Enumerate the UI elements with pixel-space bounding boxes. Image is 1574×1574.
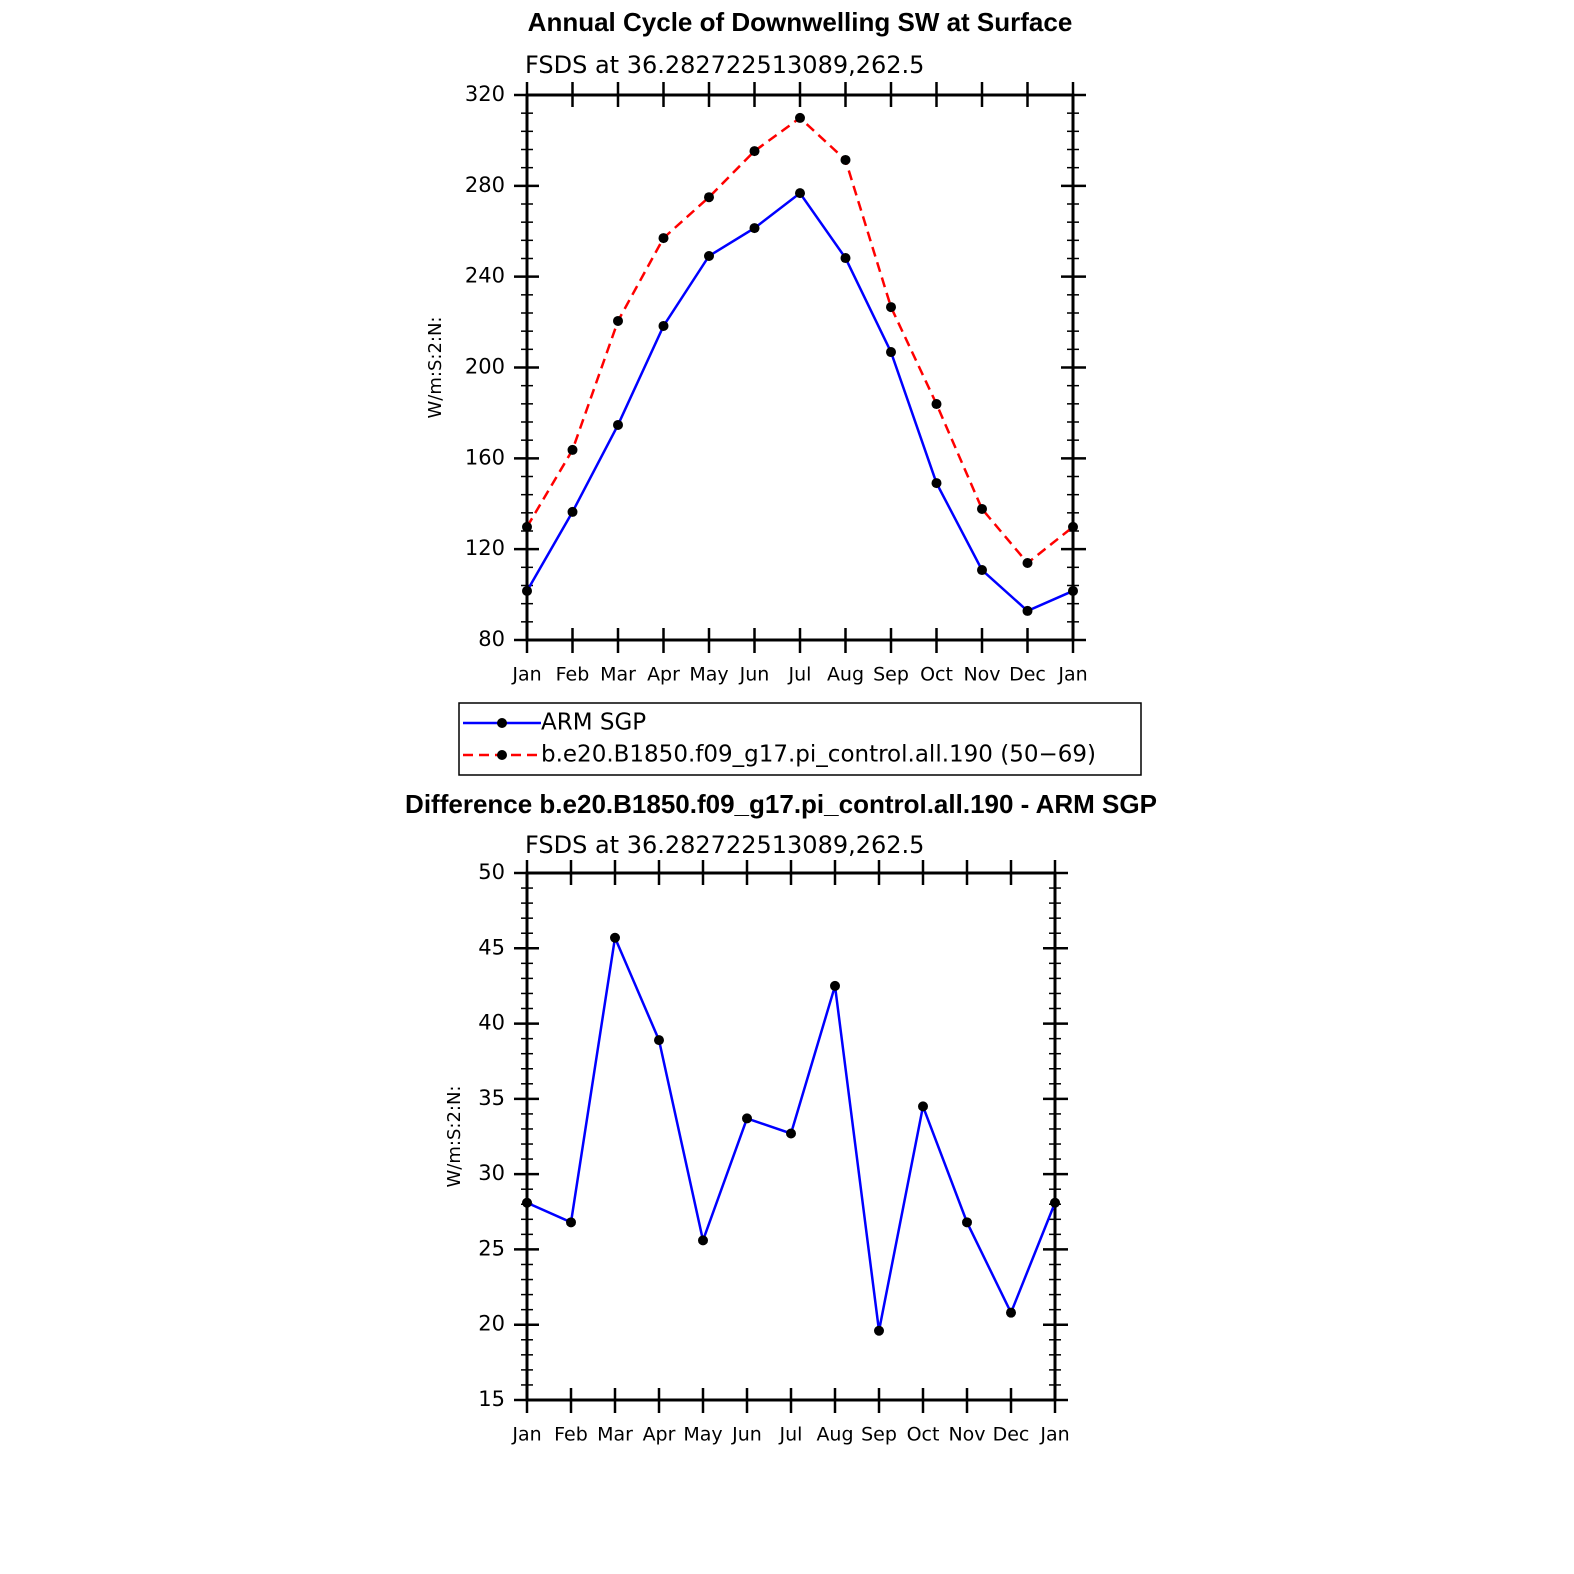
data-point	[874, 1325, 884, 1336]
data-point	[977, 565, 987, 576]
data-point	[1006, 1307, 1016, 1318]
x-tick-label: Dec	[1009, 664, 1046, 686]
data-point	[1068, 585, 1078, 596]
y-tick-label: 45	[478, 935, 505, 959]
x-tick-label: Oct	[920, 664, 953, 686]
data-line	[525, 191, 1074, 613]
data-point	[567, 444, 578, 455]
x-tick-label: Jan	[511, 1424, 541, 1446]
data-point	[698, 1235, 708, 1246]
y-axis-label: W/m:S:2:N:	[444, 1086, 465, 1188]
data-point	[654, 1035, 664, 1046]
y-tick-label: 30	[478, 1161, 505, 1185]
x-tick-label: Mar	[597, 1424, 633, 1446]
data-point	[742, 1113, 752, 1124]
data-point	[977, 503, 987, 514]
legend-label: b.e20.B1850.f09_g17.pi_control.all.190 (…	[541, 742, 1096, 768]
x-tick-label: Jan	[1057, 664, 1087, 686]
data-point	[795, 188, 805, 199]
data-point	[610, 932, 620, 943]
x-tick-label: Feb	[556, 664, 590, 686]
legend-label: ARM SGP	[541, 710, 646, 736]
chart-subtitle: FSDS at 36.282722513089,262.5	[525, 831, 924, 859]
data-point	[931, 399, 942, 410]
x-tick-label: Jul	[779, 1424, 803, 1446]
x-tick-label: Jan	[511, 664, 541, 686]
data-point	[658, 233, 669, 244]
y-tick-label: 280	[465, 173, 505, 197]
data-point	[567, 506, 578, 517]
x-tick-label: Nov	[963, 664, 1000, 686]
chart-title: Difference b.e20.B1850.f09_g17.pi_contro…	[405, 789, 1157, 819]
y-tick-label: 120	[465, 536, 505, 560]
data-point	[704, 192, 714, 203]
x-tick-label: Feb	[554, 1424, 588, 1446]
data-point	[522, 585, 532, 596]
data-point	[840, 154, 851, 165]
data-point	[786, 1128, 796, 1139]
x-tick-label: Jun	[731, 1424, 762, 1446]
x-tick-label: Dec	[993, 1424, 1030, 1446]
x-tick-label: Apr	[647, 664, 680, 686]
data-point	[749, 146, 760, 157]
legend-marker	[497, 750, 507, 760]
x-tick-label: Aug	[816, 1424, 853, 1446]
x-tick-label: Sep	[861, 1424, 897, 1446]
data-point	[918, 1101, 928, 1112]
data-point	[886, 347, 896, 358]
data-point	[522, 521, 532, 532]
plot-frame	[525, 93, 1075, 642]
y-tick-label: 20	[478, 1312, 505, 1336]
x-tick-label: Aug	[827, 664, 864, 686]
data-point	[1050, 1197, 1060, 1208]
y-tick-label: 15	[478, 1387, 505, 1411]
x-tick-label: Jan	[1039, 1424, 1069, 1446]
data-point	[566, 1217, 576, 1228]
y-tick-label: 25	[478, 1236, 505, 1260]
data-point	[830, 980, 840, 991]
x-tick-label: Apr	[643, 1424, 676, 1446]
x-tick-label: Nov	[948, 1424, 985, 1446]
y-tick-label: 200	[465, 355, 505, 379]
x-tick-label: Mar	[600, 664, 636, 686]
y-tick-label: 160	[465, 445, 505, 469]
y-tick-label: 35	[478, 1086, 505, 1110]
x-tick-label: May	[689, 664, 728, 686]
x-tick-label: Jun	[739, 664, 770, 686]
data-point	[613, 315, 623, 326]
y-tick-label: 240	[465, 264, 505, 288]
data-point	[1022, 558, 1033, 569]
data-point	[658, 320, 669, 331]
data-point	[931, 478, 942, 489]
legend-box	[458, 702, 1142, 776]
data-point	[522, 1197, 532, 1208]
data-point	[1022, 605, 1033, 616]
chart-subtitle: FSDS at 36.282722513089,262.5	[525, 51, 924, 79]
data-point	[613, 419, 623, 430]
y-axis-label: W/m:S:2:N:	[425, 317, 446, 419]
data-point	[1068, 521, 1078, 532]
data-line	[525, 116, 1074, 565]
x-tick-label: Jul	[788, 664, 812, 686]
y-tick-label: 50	[478, 860, 505, 884]
data-point	[749, 223, 760, 234]
data-point	[840, 253, 851, 264]
x-tick-label: Oct	[907, 1424, 940, 1446]
data-point	[704, 251, 714, 262]
data-point	[962, 1217, 972, 1228]
x-tick-label: Sep	[873, 664, 909, 686]
chart-title: Annual Cycle of Downwelling SW at Surfac…	[528, 7, 1073, 37]
y-tick-label: 80	[478, 627, 505, 651]
data-point	[886, 302, 896, 313]
x-tick-label: May	[683, 1424, 722, 1446]
y-tick-label: 320	[465, 82, 505, 106]
y-tick-label: 40	[478, 1011, 505, 1035]
legend-marker	[497, 718, 507, 728]
data-point	[795, 112, 805, 123]
